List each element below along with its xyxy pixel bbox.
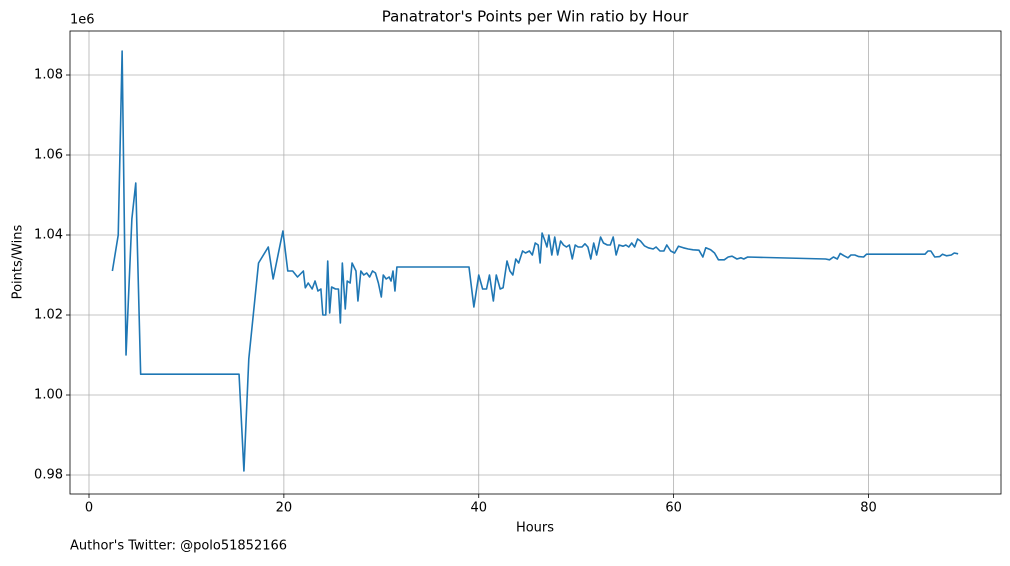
- x-tick-label: 40: [470, 501, 487, 516]
- chart-title: Panatrator's Points per Win ratio by Hou…: [382, 8, 689, 26]
- footnote: Author's Twitter: @polo51852166: [70, 539, 287, 554]
- y-tick-label: 1.02: [34, 308, 63, 323]
- x-tick-label: 60: [665, 501, 682, 516]
- y-tick-label: 1.00: [34, 388, 63, 403]
- x-axis-label: Hours: [516, 521, 554, 536]
- x-tick-label: 80: [860, 501, 877, 516]
- x-tick-label: 0: [85, 501, 93, 516]
- y-tick-label: 0.98: [34, 468, 63, 483]
- y-tick-label: 1.06: [34, 148, 63, 163]
- y-tick-label: 1.04: [34, 228, 63, 243]
- axes-frame: [69, 30, 1002, 495]
- data-line: [111, 50, 959, 472]
- y-axis-label: Points/Wins: [11, 224, 26, 299]
- x-tick-label: 20: [276, 501, 293, 516]
- y-offset-label: 1e6: [70, 13, 95, 28]
- y-tick-label: 1.08: [34, 68, 63, 83]
